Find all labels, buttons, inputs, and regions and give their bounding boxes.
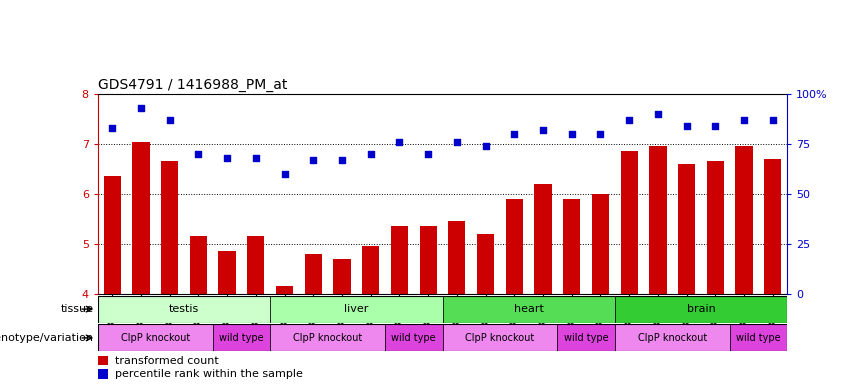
Point [134, 105, 148, 111]
Text: ClpP knockout: ClpP knockout [121, 333, 190, 343]
Bar [614, 324, 730, 351]
Point [507, 131, 521, 137]
Bar [334, 259, 351, 294]
Bar [98, 356, 108, 366]
Point [594, 131, 608, 137]
Bar [678, 164, 695, 294]
Bar [248, 236, 265, 294]
Bar [707, 161, 724, 294]
Point [191, 151, 205, 157]
Point [565, 131, 579, 137]
Bar [614, 296, 787, 323]
Point [364, 151, 378, 157]
Bar [271, 324, 385, 351]
Point [680, 123, 694, 129]
Bar [305, 254, 322, 294]
Bar [190, 236, 207, 294]
Text: wild type: wild type [391, 333, 436, 343]
Text: genotype/variation: genotype/variation [0, 333, 94, 343]
Bar [620, 151, 638, 294]
Bar [420, 227, 437, 294]
Bar [98, 296, 271, 323]
Text: wild type: wild type [220, 333, 264, 343]
Text: brain: brain [687, 304, 716, 314]
Text: tissue: tissue [60, 304, 94, 314]
Point [737, 117, 751, 123]
Bar [592, 194, 609, 294]
Text: ClpP knockout: ClpP knockout [465, 333, 534, 343]
Bar [98, 324, 213, 351]
Bar [735, 146, 753, 294]
Point [766, 117, 780, 123]
Text: percentile rank within the sample: percentile rank within the sample [115, 369, 303, 379]
Bar [385, 324, 443, 351]
Bar [219, 252, 236, 294]
Point [249, 155, 263, 161]
Bar [133, 141, 150, 294]
Point [709, 123, 722, 129]
Text: GDS4791 / 1416988_PM_at: GDS4791 / 1416988_PM_at [98, 78, 288, 92]
Bar [563, 199, 580, 294]
Point [479, 143, 493, 149]
Bar [161, 161, 178, 294]
Bar [98, 369, 108, 379]
Point [220, 155, 234, 161]
Text: heart: heart [514, 304, 544, 314]
Bar [557, 324, 614, 351]
Text: liver: liver [344, 304, 368, 314]
Bar [271, 296, 443, 323]
Point [277, 171, 291, 177]
Bar [448, 221, 465, 294]
Point [392, 139, 406, 145]
Text: transformed count: transformed count [115, 356, 219, 366]
Bar [443, 296, 614, 323]
Bar [649, 146, 666, 294]
Text: testis: testis [168, 304, 199, 314]
Bar [104, 177, 121, 294]
Text: wild type: wild type [736, 333, 780, 343]
Bar [363, 247, 380, 294]
Bar [276, 286, 293, 294]
Bar [477, 234, 494, 294]
Bar [213, 324, 271, 351]
Point [536, 127, 550, 133]
Point [306, 157, 320, 163]
Bar [730, 324, 787, 351]
Point [421, 151, 435, 157]
Bar [534, 184, 551, 294]
Point [622, 117, 636, 123]
Text: ClpP knockout: ClpP knockout [293, 333, 363, 343]
Text: wild type: wild type [564, 333, 608, 343]
Point [651, 111, 665, 117]
Bar [505, 199, 523, 294]
Bar [391, 227, 408, 294]
Point [335, 157, 349, 163]
Point [450, 139, 464, 145]
Point [106, 125, 119, 131]
Point [163, 117, 176, 123]
Bar [764, 159, 781, 294]
Text: ClpP knockout: ClpP knockout [637, 333, 707, 343]
Bar [443, 324, 557, 351]
